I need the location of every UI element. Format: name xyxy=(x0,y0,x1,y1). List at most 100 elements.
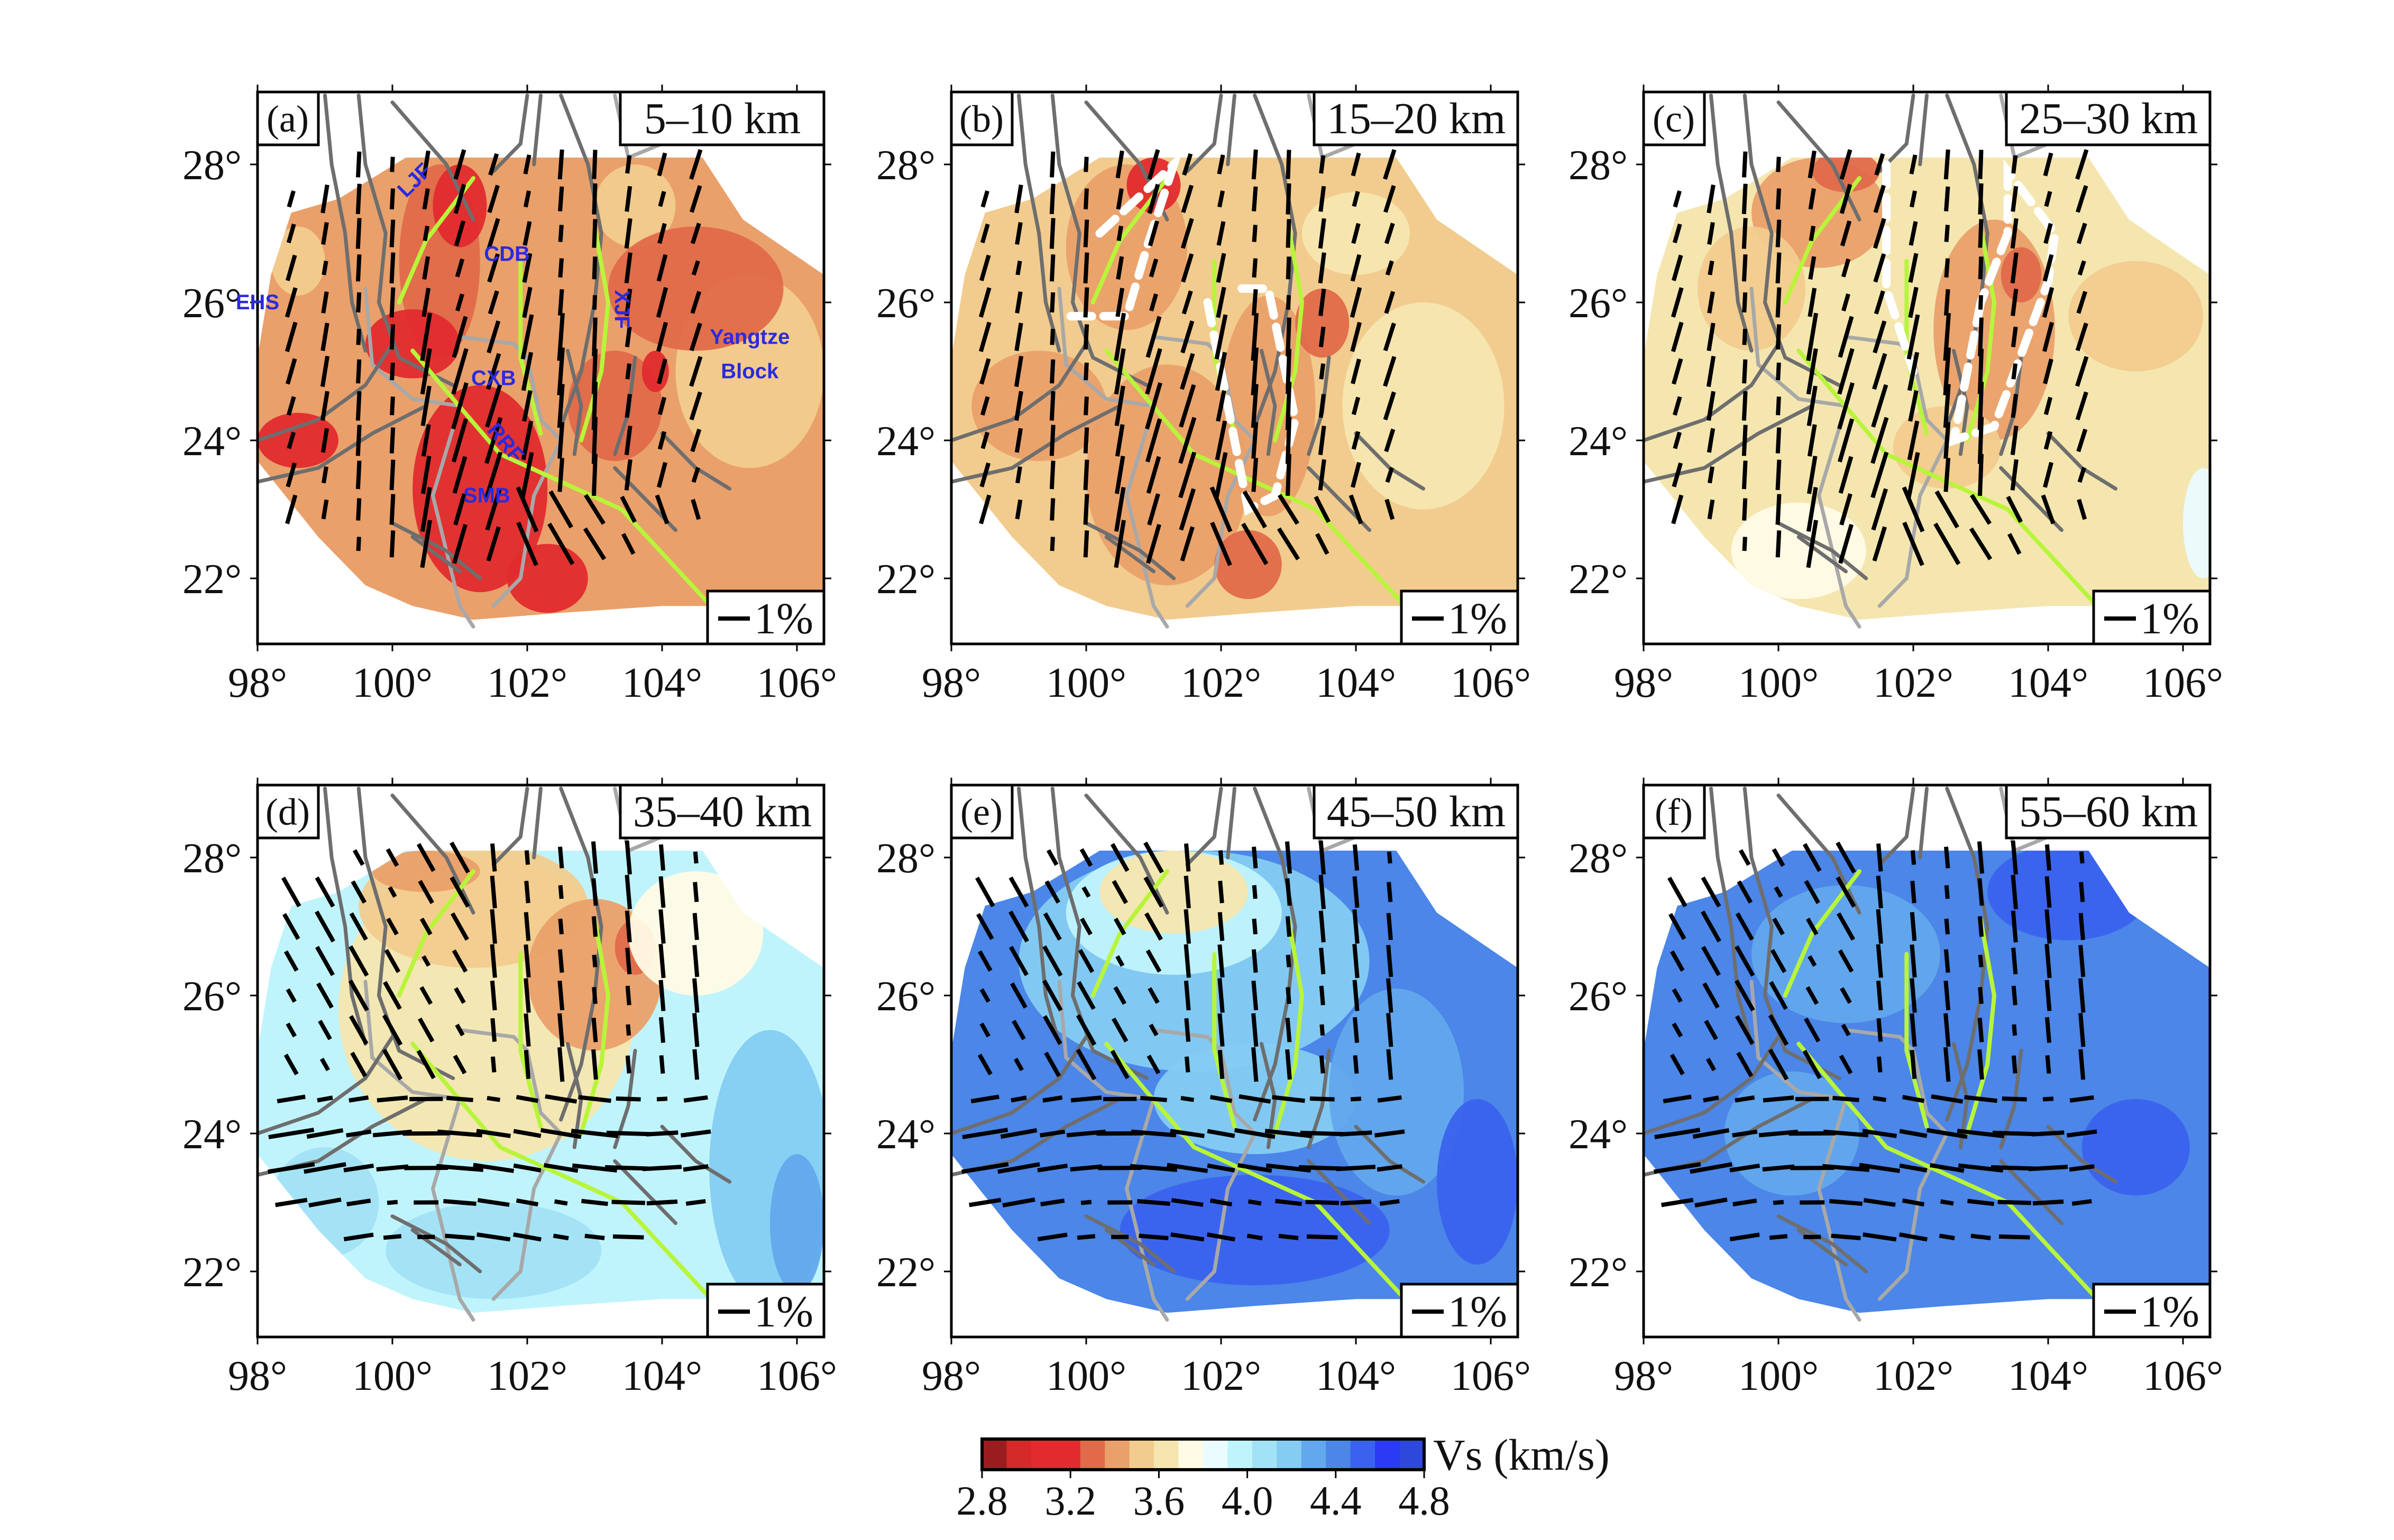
y-tick-label: 24° xyxy=(876,1111,935,1158)
anisotropy-bar xyxy=(1049,391,1056,421)
anisotropy-bar xyxy=(1808,288,1817,317)
anisotropy-bar xyxy=(1736,1052,1754,1077)
depth-label-box xyxy=(1313,90,1519,146)
anisotropy-bar xyxy=(1910,1049,1917,1080)
anisotropy-bar xyxy=(487,253,500,283)
anisotropy-bar xyxy=(1318,394,1326,418)
anisotropy-bar xyxy=(421,150,430,179)
anisotropy-bar xyxy=(1735,1095,1755,1103)
anisotropy-bar xyxy=(1377,1095,1402,1103)
x-tick-label: 106° xyxy=(1451,1353,1531,1399)
anisotropy-bar xyxy=(1970,1233,1991,1240)
anisotropy-bar xyxy=(558,885,564,899)
fault-line xyxy=(390,794,475,915)
anisotropy-bar xyxy=(484,417,503,464)
map-panel-b: 98° 100° 102° 104° 106° 22° 24° 26° 28° (b) 15–20 … xyxy=(876,85,1531,706)
anisotropy-bar xyxy=(685,1199,706,1206)
anisotropy-bar xyxy=(355,218,362,249)
anisotropy-bar xyxy=(557,422,565,459)
panel-label: (b) xyxy=(959,98,1004,140)
anisotropy-bar xyxy=(437,1129,483,1138)
anisotropy-bar xyxy=(1084,396,1089,416)
anisotropy-bars xyxy=(268,840,711,1242)
anisotropy-bar xyxy=(1909,154,1918,174)
anisotropy-bar xyxy=(1383,391,1396,421)
x-tick-label: 102° xyxy=(1873,660,1953,706)
depth-label: 35–40 km xyxy=(633,787,812,836)
anisotropy-bar xyxy=(1083,219,1089,247)
anisotropy-bar xyxy=(343,1163,374,1173)
border-line xyxy=(458,335,563,608)
anisotropy-bar xyxy=(455,1023,465,1037)
anisotropy-bar xyxy=(346,1129,372,1138)
anisotropy-bar xyxy=(1140,1095,1167,1102)
anisotropy-bar xyxy=(2042,287,2054,318)
anisotropy-bar xyxy=(348,979,369,1012)
anisotropy-bar xyxy=(455,293,464,312)
fault-line xyxy=(1017,94,1061,353)
fault-line xyxy=(1776,100,1861,222)
velocity-anomaly xyxy=(971,351,1107,462)
anisotropy-bar xyxy=(1873,253,1886,283)
anisotropy-bar xyxy=(1285,348,1292,394)
depth-label-box xyxy=(2005,90,2212,146)
anisotropy-bar xyxy=(1692,1128,1730,1139)
velocity-anomaly xyxy=(271,226,325,296)
anisotropy-bar xyxy=(516,486,539,532)
anisotropy-bar xyxy=(2078,1013,2086,1047)
anisotropy-bar xyxy=(1735,945,1755,977)
anisotropy-bar xyxy=(1252,225,1258,242)
anisotropy-bar xyxy=(524,978,531,1013)
anisotropy-bar xyxy=(1217,190,1225,208)
anisotropy-bar xyxy=(2044,876,2052,908)
anisotropy-bar xyxy=(1352,1017,1360,1043)
anisotropy-bar xyxy=(1832,1095,1859,1102)
anisotropy-bar xyxy=(620,495,637,523)
anisotropy-bar xyxy=(1705,1057,1717,1072)
x-tick-label: 106° xyxy=(757,660,837,706)
anisotropy-bar xyxy=(390,362,395,381)
anisotropy-bar xyxy=(1248,1199,1262,1206)
anisotropy-bar xyxy=(1386,945,1393,978)
anisotropy-bar xyxy=(1910,944,1917,978)
fault-line xyxy=(1084,794,1169,915)
anisotropy-bar xyxy=(1114,455,1125,494)
anisotropy-bar xyxy=(321,291,329,313)
x-tick-label: 104° xyxy=(622,660,702,706)
anisotropy-bar xyxy=(377,1095,408,1103)
anisotropy-bar xyxy=(275,1197,308,1207)
anisotropy-bar xyxy=(1351,358,1361,384)
anisotropy-bar xyxy=(1943,347,1951,395)
anisotropy-bar xyxy=(657,431,667,450)
anisotropy-bar xyxy=(1672,254,1683,281)
anisotropy-bar xyxy=(1049,218,1056,249)
anisotropy-bar xyxy=(691,260,700,276)
anisotropy-bar xyxy=(1775,287,1782,318)
anisotropy-bar xyxy=(2041,494,2056,524)
anisotropy-bar xyxy=(1352,944,1360,979)
anisotropy-bar xyxy=(1836,876,1856,908)
anisotropy-bar xyxy=(1910,850,1916,865)
velocity-anomaly xyxy=(1342,302,1505,510)
fault-line xyxy=(1776,1214,1868,1274)
anisotropy-bar xyxy=(1306,1234,1338,1240)
anisotropy-bar xyxy=(520,314,534,360)
fault-line xyxy=(1260,348,1277,456)
anisotropy-bar xyxy=(1179,488,1196,531)
anisotropy-bar xyxy=(571,1129,619,1138)
depth-label-box xyxy=(2005,783,2212,840)
velocity-anomaly xyxy=(386,1202,602,1299)
fault-line xyxy=(1185,787,1223,866)
anisotropy-bar xyxy=(1841,293,1850,312)
anisotropy-bar xyxy=(1218,850,1224,865)
anisotropy-bar xyxy=(1383,149,1397,180)
dashed-region-outline xyxy=(1061,150,1183,321)
fault-line xyxy=(258,1035,395,1136)
anisotropy-bar xyxy=(693,882,699,902)
anisotropy-bar xyxy=(2010,426,2019,455)
anisotropy-bar xyxy=(1217,912,1225,941)
fault-line xyxy=(1796,535,1848,574)
colorbar-swatch xyxy=(1006,1439,1032,1470)
anisotropy-bar xyxy=(1149,258,1159,278)
anisotropy-bar xyxy=(592,954,598,967)
